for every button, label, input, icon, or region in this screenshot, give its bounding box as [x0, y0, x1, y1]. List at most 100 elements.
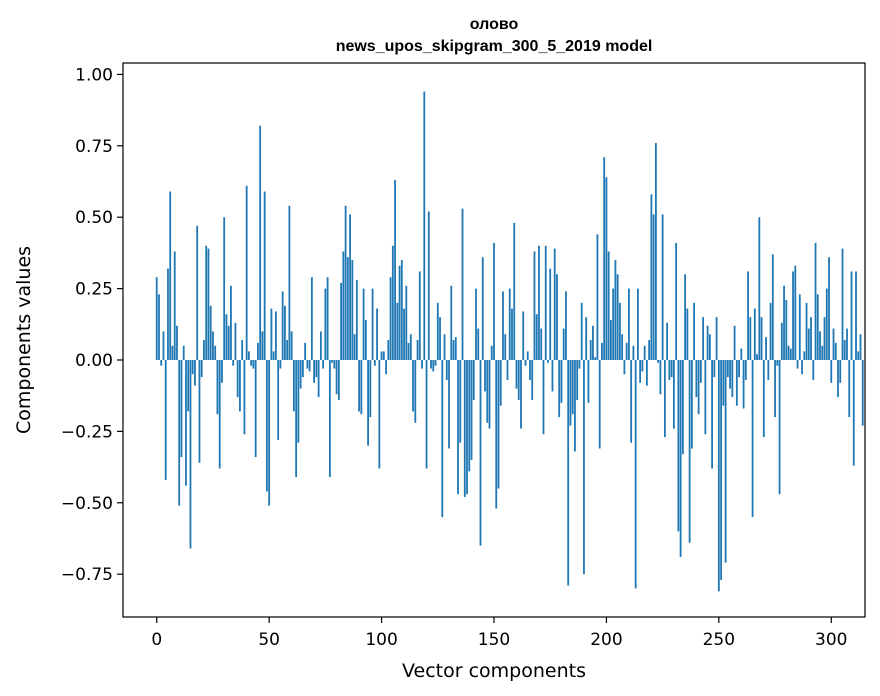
bar-26 [214, 345, 217, 360]
bar-110 [403, 308, 405, 360]
bar-71 [315, 359, 318, 378]
bar-181 [562, 328, 565, 360]
bar-281 [787, 345, 790, 360]
bar-106 [394, 180, 396, 360]
bar-125 [436, 302, 439, 360]
bar-140 [470, 359, 473, 460]
bar-295 [819, 331, 821, 360]
bar-165 [526, 351, 529, 360]
bar-222 [654, 142, 657, 360]
bar-248 [713, 359, 716, 378]
bar-235 [684, 274, 687, 360]
bar-236 [686, 308, 689, 360]
bar-116 [416, 340, 419, 360]
y-tick-label: 0.25 [75, 280, 113, 300]
bar-225 [661, 214, 664, 360]
bar-152 [497, 359, 500, 489]
bar-94 [367, 359, 369, 446]
bar-293 [814, 242, 817, 360]
bar-194 [592, 325, 594, 360]
bar-229 [670, 359, 673, 378]
bar-47 [261, 331, 264, 360]
bar-201 [607, 251, 610, 360]
bar-103 [387, 340, 390, 360]
bar-72 [317, 359, 320, 398]
bar-25 [212, 331, 214, 360]
bar-137 [463, 359, 466, 498]
bar-285 [796, 359, 799, 369]
bar-274 [771, 254, 774, 360]
bar-117 [418, 271, 421, 360]
bar-77 [328, 359, 331, 478]
bar-254 [726, 359, 729, 378]
bar-296 [821, 345, 824, 360]
bar-264 [749, 317, 752, 360]
y-tick-label: −0.25 [61, 422, 113, 442]
bar-298 [825, 288, 828, 360]
bar-70 [313, 359, 316, 383]
bar-34 [232, 359, 235, 366]
bar-33 [230, 285, 232, 360]
bar-87 [351, 260, 354, 360]
bar-35 [234, 322, 237, 360]
bar-28 [218, 359, 221, 469]
bar-279 [783, 285, 785, 360]
bar-20 [200, 359, 203, 378]
bar-98 [376, 308, 378, 360]
bar-113 [409, 334, 412, 360]
bar-56 [281, 291, 284, 360]
bar-208 [623, 359, 626, 375]
bar-67 [306, 359, 309, 369]
bar-290 [807, 328, 810, 360]
bar-80 [335, 359, 338, 395]
bar-286 [798, 294, 801, 360]
bar-85 [346, 257, 349, 360]
bar-150 [493, 242, 495, 360]
bar-95 [369, 359, 372, 418]
bar-153 [499, 359, 502, 406]
bar-16 [191, 359, 194, 375]
bar-253 [724, 359, 727, 563]
y-tick-label: 0.00 [75, 351, 113, 371]
bar-215 [639, 359, 642, 383]
bar-221 [652, 214, 655, 360]
bar-81 [337, 359, 340, 400]
bar-277 [778, 359, 781, 495]
bar-112 [407, 342, 410, 360]
bar-256 [731, 359, 734, 398]
bar-50 [268, 359, 271, 506]
bar-299 [828, 257, 830, 360]
bar-275 [774, 359, 776, 418]
bar-307 [846, 328, 848, 360]
bar-230 [672, 359, 675, 429]
bar-179 [558, 359, 561, 418]
bar-44 [254, 359, 257, 458]
bar-91 [360, 359, 363, 415]
bar-114 [412, 359, 414, 412]
bar-311 [855, 271, 857, 360]
bar-119 [423, 91, 426, 360]
bar-27 [216, 359, 219, 415]
bar-105 [391, 245, 394, 360]
bar-287 [801, 359, 803, 375]
bar-18 [196, 225, 199, 360]
bar-127 [441, 359, 444, 518]
bar-51 [270, 308, 273, 360]
bar-124 [434, 359, 437, 366]
bar-74 [322, 359, 325, 369]
bar-238 [690, 359, 693, 449]
bar-271 [765, 337, 767, 360]
bar-128 [443, 334, 446, 360]
bar-65 [301, 359, 304, 378]
bar-190 [583, 359, 585, 575]
bar-174 [547, 359, 549, 363]
bar-1 [158, 294, 160, 360]
x-axis-title: Vector components [402, 660, 586, 682]
bar-32 [227, 325, 230, 360]
bar-68 [308, 359, 311, 372]
bar-173 [544, 245, 547, 360]
bar-258 [735, 359, 738, 406]
bar-79 [333, 359, 336, 369]
bar-211 [630, 359, 633, 443]
